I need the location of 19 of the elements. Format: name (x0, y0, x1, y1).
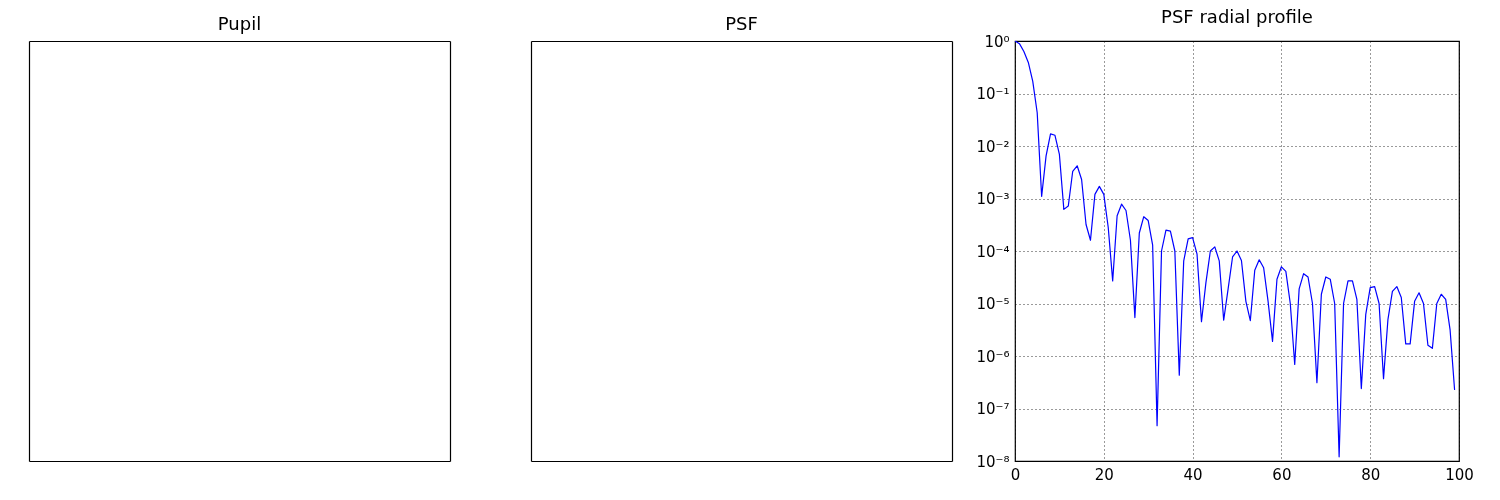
x-tick-label: 0 (1010, 465, 1021, 484)
x-tick-label: 60 (1272, 465, 1292, 484)
y-tick-label: 10⁻⁵ (976, 295, 1010, 313)
text: Pupil (217, 13, 262, 34)
y-tick-label: 10⁻² (976, 137, 1010, 156)
y-tick-label: 10⁻³ (976, 190, 1010, 208)
y-tick-label: 10⁻⁴ (976, 242, 1010, 261)
x-tick-label: 40 (1183, 465, 1203, 484)
line-series (1015, 41, 1456, 458)
x-tick-label: 100 (1445, 465, 1474, 484)
x-tick-label: 80 (1361, 465, 1381, 484)
y-tick-label: 10⁻⁸ (976, 452, 1010, 471)
x-tick-label: 20 (1094, 465, 1114, 484)
y-tick-label: 10⁻⁶ (976, 347, 1010, 366)
chart-title: PSF radial profile (1161, 6, 1313, 27)
y-tick-label: 10⁻⁷ (976, 400, 1010, 418)
y-tick-label: 10⁻¹ (976, 85, 1010, 103)
y-tick-label: 10⁰ (984, 32, 1010, 51)
text: PSF (725, 13, 758, 34)
